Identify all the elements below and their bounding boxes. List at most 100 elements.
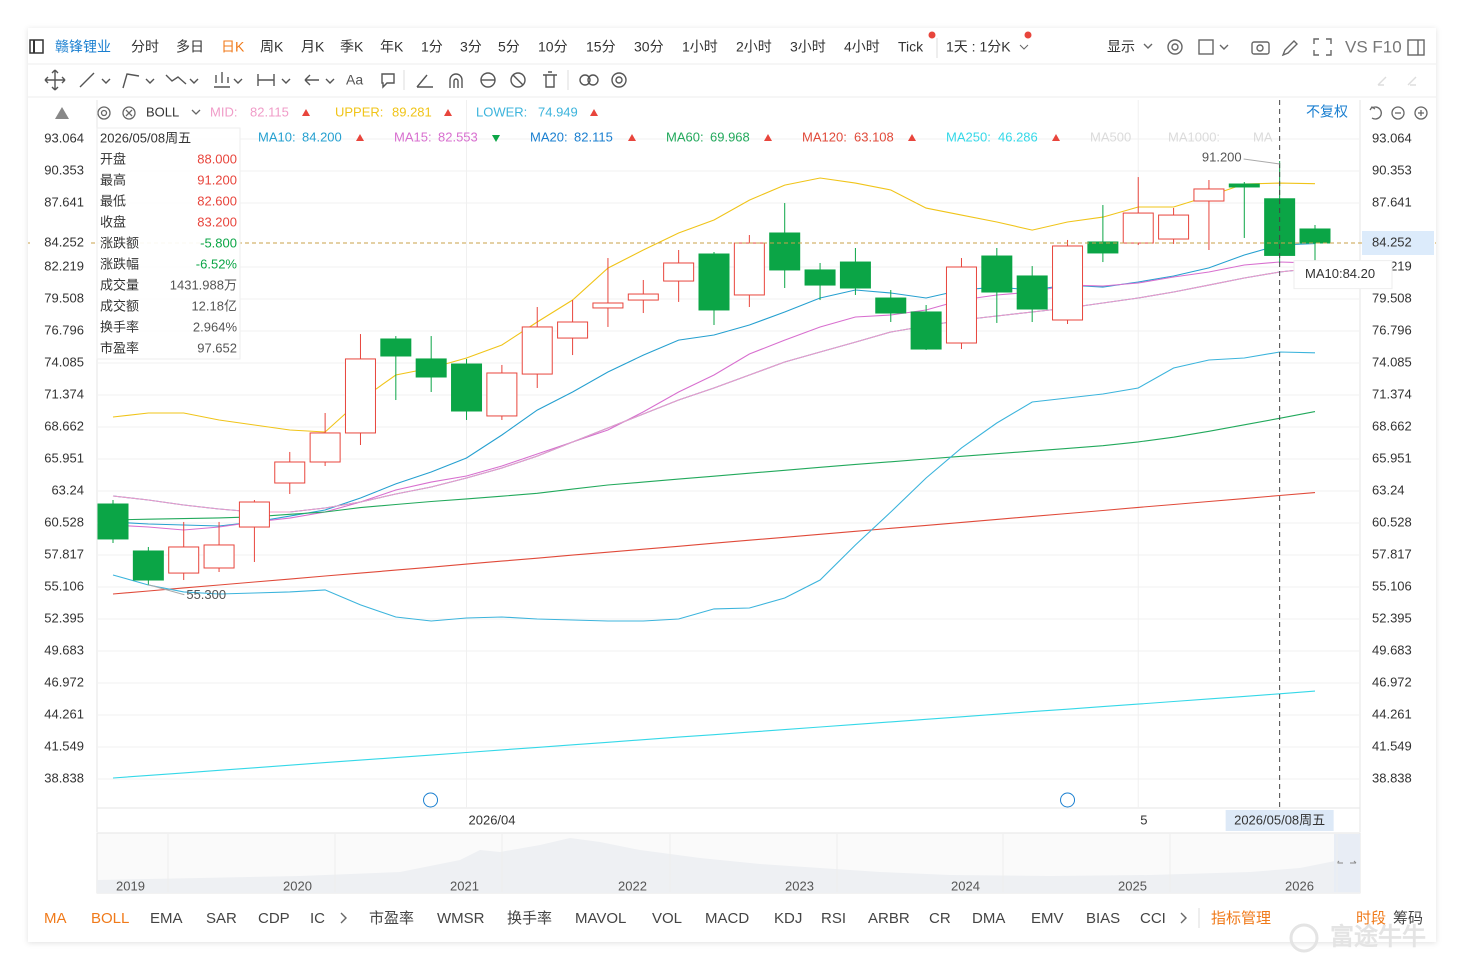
y-tick-label: 65.951 <box>44 450 84 465</box>
tooltip: MA10:84.20 <box>1305 266 1375 281</box>
period-setting[interactable]: 1天 : 1分K <box>946 39 1011 55</box>
display-menu[interactable]: 显示 <box>1107 39 1135 55</box>
y-tick-label-right: 68.662 <box>1372 418 1412 433</box>
last-price-tag-left <box>30 232 90 255</box>
last-price-tag <box>1362 231 1434 256</box>
low-pointer <box>148 584 185 596</box>
indicator-tab[interactable]: BOLL <box>91 910 129 927</box>
indicator-tab[interactable]: CR <box>929 910 951 927</box>
card <box>28 28 1436 942</box>
indicator-tab[interactable]: BIAS <box>1086 910 1120 927</box>
period-tab[interactable]: 年K <box>380 39 404 55</box>
trend-arrow <box>908 134 916 141</box>
info-label: 成交量 <box>100 277 139 292</box>
indicator-line <box>112 690 1316 779</box>
period-tab[interactable]: 3小时 <box>790 39 826 55</box>
stock-name[interactable]: 赣锋锂业 <box>55 39 111 55</box>
chips-tab[interactable]: 筹码 <box>1393 910 1423 927</box>
info-value: 88.000 <box>197 151 237 166</box>
info-label: 成交额 <box>100 298 139 313</box>
chevron[interactable] <box>340 912 1187 924</box>
x-tick-label: 5 <box>1140 812 1147 827</box>
period-tab[interactable]: 周K <box>260 39 284 55</box>
period-tab[interactable]: 15分 <box>586 39 616 55</box>
info-label: 最高 <box>100 172 126 187</box>
y-tick-label: 82.219 <box>44 258 84 273</box>
y-tick-label-right: 74.085 <box>1372 354 1412 369</box>
candle-body <box>627 293 659 301</box>
indicator-tab[interactable]: CDP <box>258 910 290 927</box>
period-tab[interactable]: 2小时 <box>736 39 772 55</box>
candle-body <box>415 358 447 378</box>
indicator-tab[interactable]: RSI <box>821 910 846 927</box>
tool-icons[interactable] <box>1143 38 1425 57</box>
indicator-tab[interactable]: KDJ <box>774 910 802 927</box>
indicator-tab[interactable]: VOL <box>652 910 682 927</box>
indicator-tab[interactable]: ARBR <box>868 910 910 927</box>
navigator-area <box>97 838 1360 893</box>
y-tick-label: 93.064 <box>44 130 84 145</box>
period-tab[interactable]: 4小时 <box>844 39 880 55</box>
indicator-tab[interactable]: MA <box>44 910 67 927</box>
period-tab[interactable]: 1分 <box>421 39 443 55</box>
indicator-tab[interactable]: 市盈率 <box>369 910 414 927</box>
tooltip-box <box>1293 260 1393 290</box>
indicator-tab[interactable]: MACD <box>705 910 749 927</box>
event-marker[interactable] <box>423 792 439 808</box>
y-tick-label: 68.662 <box>44 418 84 433</box>
indicator-line <box>112 261 1316 531</box>
indicator-tab[interactable]: 换手率 <box>507 910 552 927</box>
indicator-tab[interactable]: WMSR <box>437 910 485 927</box>
event-marker[interactable] <box>1060 792 1076 808</box>
indicator-manage[interactable]: 指标管理 <box>1211 910 1271 927</box>
candle-body <box>309 432 341 463</box>
indicator-tab[interactable]: MAVOL <box>575 910 626 927</box>
period-tab[interactable]: 分时 <box>131 39 159 55</box>
period-tab[interactable]: 1小时 <box>682 39 718 55</box>
period-tab[interactable]: Tick <box>898 39 924 55</box>
indicator-tab[interactable]: CCI <box>1140 910 1166 927</box>
draw-tools[interactable] <box>44 69 1417 91</box>
candle-body <box>663 262 695 282</box>
period-tab[interactable]: 3分 <box>460 39 482 55</box>
period-tab-bottom[interactable]: 时段 <box>1356 910 1386 927</box>
legend-label-muted: MA1000: <box>1168 129 1220 144</box>
navigator-handle <box>1336 860 1357 864</box>
period-tab[interactable]: 月K <box>301 39 325 55</box>
compare[interactable]: VS F10 <box>1345 37 1402 56</box>
y-tick-label-right: 57.817 <box>1372 546 1412 561</box>
font-tool[interactable]: Aa <box>346 72 363 88</box>
period-tab[interactable]: 30分 <box>634 39 664 55</box>
info-value: 2.964% <box>193 319 238 334</box>
indicator-tab[interactable]: EMV <box>1031 910 1064 927</box>
indicator-name[interactable]: BOLL <box>146 104 179 119</box>
y-tick-label: 44.261 <box>44 706 84 721</box>
period-tab[interactable]: 季K <box>340 39 364 55</box>
period-tab[interactable]: 多日 <box>176 39 204 55</box>
period-tab[interactable]: 5分 <box>498 39 520 55</box>
y-tick-label-right: 71.374 <box>1372 386 1412 401</box>
dot <box>1024 31 1032 39</box>
candle-body <box>132 550 164 581</box>
sidebar-icon[interactable] <box>29 39 44 54</box>
y-tick-label-right: 46.972 <box>1372 674 1412 689</box>
legend-value: 84.200 <box>302 129 342 144</box>
info-value: 97.652 <box>197 340 237 355</box>
y-tick-label-right: 44.261 <box>1372 706 1412 721</box>
indicator-tab[interactable]: DMA <box>972 910 1005 927</box>
info-value: 12.18亿 <box>191 298 237 313</box>
period-tab[interactable]: 10分 <box>538 39 568 55</box>
indicator-tab[interactable]: EMA <box>150 910 183 927</box>
period-tab[interactable]: 日K <box>221 39 245 55</box>
indicator-icons[interactable] <box>55 106 1428 120</box>
trend-arrow <box>492 135 500 142</box>
y-tick-label-right: 87.641 <box>1372 194 1412 209</box>
info-value: -6.52% <box>196 256 238 271</box>
navigator-year: 2023 <box>785 878 814 893</box>
y-tick-label: 46.972 <box>44 674 84 689</box>
indicator-tab[interactable]: SAR <box>206 910 237 927</box>
adjust-toggle[interactable]: 不复权 <box>1306 104 1348 120</box>
watermark-logo <box>1289 923 1319 953</box>
indicator-tab[interactable]: IC <box>310 910 325 927</box>
